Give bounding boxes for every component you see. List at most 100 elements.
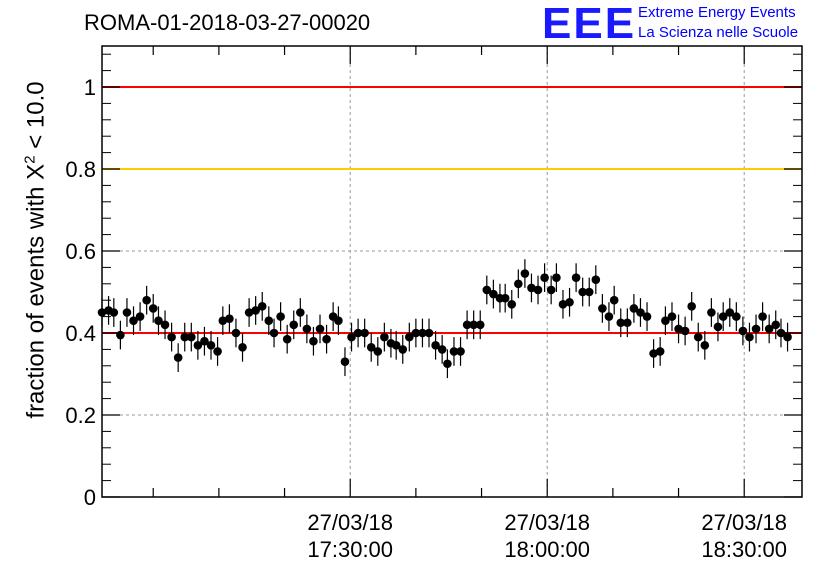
data-point <box>154 306 163 336</box>
data-marker <box>135 312 145 321</box>
data-point <box>456 337 465 366</box>
data-marker <box>469 320 478 330</box>
data-marker <box>655 347 665 356</box>
data-marker <box>571 273 581 282</box>
y-axis-label-sup: 2 <box>21 155 39 164</box>
data-point <box>391 330 401 360</box>
data-point <box>302 314 312 344</box>
data-marker <box>129 316 138 326</box>
data-marker <box>109 308 119 317</box>
data-marker <box>437 345 447 354</box>
data-marker <box>418 328 427 338</box>
data-marker <box>764 324 774 334</box>
data-series <box>97 259 792 379</box>
data-marker <box>604 312 614 321</box>
data-point <box>405 322 414 352</box>
data-marker <box>533 285 543 295</box>
y-axis-label-symbol: X <box>22 163 50 180</box>
data-marker <box>360 328 369 338</box>
data-point <box>200 326 209 356</box>
data-point <box>558 289 568 319</box>
data-point <box>380 322 389 352</box>
data-point <box>469 310 478 340</box>
data-marker <box>732 312 741 321</box>
data-point <box>353 318 363 348</box>
data-marker <box>391 341 401 350</box>
data-point <box>649 339 658 368</box>
data-point <box>598 294 607 323</box>
data-point <box>514 269 523 299</box>
data-point <box>693 322 703 352</box>
data-point <box>322 324 331 354</box>
data-marker <box>584 287 594 297</box>
data-marker <box>373 347 383 356</box>
data-marker <box>353 328 363 338</box>
data-point <box>546 275 556 305</box>
data-marker <box>289 320 299 330</box>
data-point <box>264 306 274 336</box>
data-point <box>122 298 132 327</box>
data-point <box>507 289 517 319</box>
data-point <box>738 316 748 346</box>
data-point <box>109 298 119 327</box>
data-marker <box>558 300 568 309</box>
data-point <box>616 308 626 338</box>
data-point <box>718 302 728 331</box>
data-point <box>218 306 228 336</box>
data-marker <box>180 332 190 342</box>
data-marker <box>475 320 485 330</box>
x-tick-label-date: 27/03/18 <box>307 510 393 535</box>
data-marker <box>771 320 781 330</box>
data-marker <box>616 318 626 328</box>
y-tick-label: 0.2 <box>65 403 96 428</box>
data-point <box>193 330 203 360</box>
data-point <box>609 285 619 315</box>
data-point <box>173 343 183 372</box>
data-point <box>636 298 645 327</box>
data-point <box>231 318 241 348</box>
logo-line-2: La Scienza nelle Scuole <box>638 24 799 41</box>
data-point <box>424 318 434 348</box>
data-marker <box>642 312 652 321</box>
data-point <box>552 263 561 292</box>
reference-lines <box>102 86 802 334</box>
data-point <box>764 314 774 344</box>
data-point <box>431 330 440 360</box>
data-point <box>776 318 786 348</box>
data-marker <box>340 357 350 367</box>
data-marker <box>649 349 658 358</box>
data-point <box>135 302 145 331</box>
data-point <box>584 277 594 307</box>
data-point <box>437 335 447 364</box>
data-marker <box>725 308 735 317</box>
data-point <box>533 275 543 305</box>
data-marker <box>500 293 510 303</box>
data-marker <box>514 279 523 289</box>
data-marker <box>160 320 170 330</box>
data-point <box>462 310 472 340</box>
data-point <box>713 312 723 342</box>
data-marker <box>449 347 459 356</box>
data-marker <box>405 332 414 342</box>
data-marker <box>154 316 163 326</box>
data-marker <box>598 304 607 313</box>
data-point <box>328 302 338 331</box>
data-marker <box>238 343 247 352</box>
data-marker <box>565 297 574 307</box>
data-point <box>116 320 125 350</box>
data-marker <box>225 314 234 323</box>
y-axis-label-prefix: fraction of events with <box>22 179 50 419</box>
data-point <box>347 322 356 352</box>
axis-ticks <box>102 46 802 498</box>
data-point <box>167 322 176 352</box>
data-marker <box>783 332 792 342</box>
data-point <box>475 310 485 340</box>
data-point <box>257 292 267 321</box>
data-marker <box>507 300 517 309</box>
data-marker <box>540 273 549 282</box>
data-point <box>187 322 196 352</box>
data-point <box>251 296 260 325</box>
data-marker <box>322 334 331 344</box>
data-marker <box>700 341 710 350</box>
data-marker <box>751 324 761 334</box>
